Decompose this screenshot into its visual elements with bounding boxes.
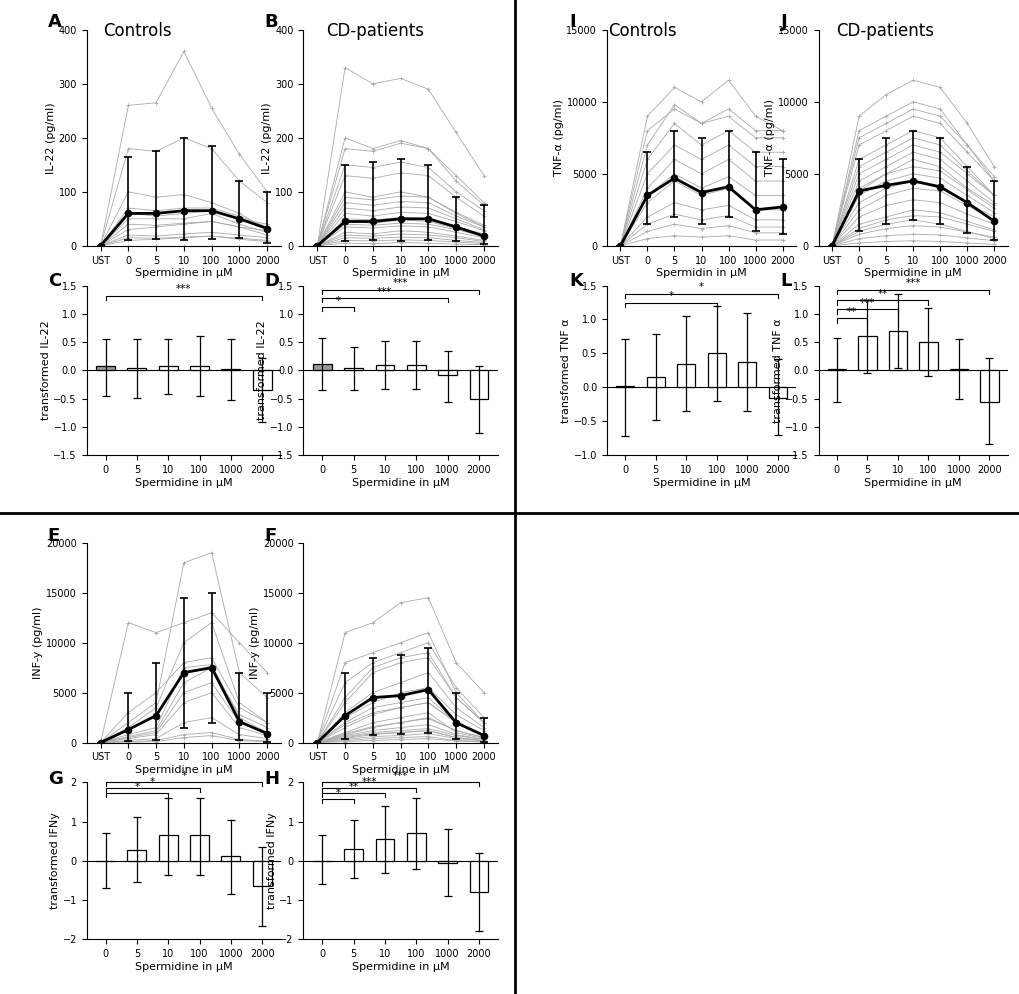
- Bar: [615, 386, 634, 388]
- Y-axis label: transformed IFNy: transformed IFNy: [50, 812, 60, 910]
- Y-axis label: transformed TNF α: transformed TNF α: [771, 318, 782, 422]
- Bar: [979, 371, 998, 402]
- Bar: [190, 366, 209, 371]
- X-axis label: Spermidine in μM: Spermidine in μM: [352, 268, 449, 278]
- Bar: [159, 367, 177, 371]
- Bar: [677, 364, 695, 388]
- X-axis label: Spermidine in μM: Spermidine in μM: [135, 962, 232, 972]
- Text: CD-patients: CD-patients: [836, 22, 933, 40]
- X-axis label: Spermidine in μM: Spermidine in μM: [135, 268, 232, 278]
- Bar: [253, 861, 271, 887]
- X-axis label: Spermidine in μM: Spermidine in μM: [135, 478, 232, 488]
- Y-axis label: INF-y (pg/ml): INF-y (pg/ml): [34, 606, 44, 679]
- Bar: [407, 833, 425, 861]
- Bar: [738, 362, 756, 388]
- Text: *: *: [335, 295, 340, 306]
- Text: *: *: [150, 776, 155, 786]
- Bar: [438, 861, 457, 863]
- Bar: [918, 342, 936, 371]
- Text: H: H: [264, 769, 279, 788]
- Text: K: K: [569, 272, 583, 290]
- Bar: [407, 365, 425, 371]
- X-axis label: Spermidine in μM: Spermidine in μM: [863, 268, 961, 278]
- Bar: [96, 366, 115, 371]
- Bar: [438, 371, 457, 375]
- Y-axis label: transformed IL-22: transformed IL-22: [257, 320, 267, 420]
- Text: ***: ***: [905, 278, 920, 288]
- Bar: [221, 856, 240, 861]
- Bar: [159, 835, 177, 861]
- X-axis label: Spermidin in μM: Spermidin in μM: [655, 268, 746, 278]
- Text: **: **: [348, 782, 359, 792]
- Text: ***: ***: [377, 286, 392, 296]
- Text: B: B: [264, 13, 278, 31]
- Text: ***: ***: [859, 298, 874, 308]
- Bar: [707, 354, 726, 388]
- Bar: [375, 365, 394, 371]
- Y-axis label: transformed TNF α: transformed TNF α: [560, 318, 571, 422]
- Bar: [127, 850, 146, 861]
- Bar: [375, 839, 394, 861]
- Text: I: I: [569, 13, 575, 31]
- Bar: [469, 861, 488, 893]
- Y-axis label: transformed IL-22: transformed IL-22: [41, 320, 51, 420]
- Bar: [253, 371, 271, 391]
- Bar: [190, 835, 209, 861]
- Text: G: G: [48, 769, 62, 788]
- Text: ***: ***: [392, 771, 408, 781]
- Bar: [646, 377, 664, 388]
- Bar: [469, 371, 488, 399]
- Text: C: C: [48, 272, 61, 290]
- Text: *: *: [698, 282, 703, 292]
- Text: Controls: Controls: [607, 22, 677, 40]
- X-axis label: Spermidine in μM: Spermidine in μM: [135, 765, 232, 775]
- X-axis label: Spermidine in μM: Spermidine in μM: [352, 478, 449, 488]
- Y-axis label: TNF-α (pg/ml): TNF-α (pg/ml): [553, 99, 564, 176]
- Text: D: D: [264, 272, 279, 290]
- Text: J: J: [780, 13, 787, 31]
- Text: A: A: [48, 13, 62, 31]
- Text: ***: ***: [176, 284, 192, 294]
- Bar: [888, 331, 906, 371]
- X-axis label: Spermidine in μM: Spermidine in μM: [652, 478, 750, 488]
- Text: *: *: [667, 291, 673, 301]
- Text: **: **: [876, 289, 887, 299]
- X-axis label: Spermidine in μM: Spermidine in μM: [352, 765, 449, 775]
- Text: F: F: [264, 527, 276, 545]
- Bar: [949, 370, 967, 371]
- Text: ***: ***: [392, 278, 408, 288]
- Y-axis label: INF-y (pg/ml): INF-y (pg/ml): [250, 606, 260, 679]
- Text: *: *: [181, 771, 186, 781]
- Bar: [221, 369, 240, 371]
- Text: ***: ***: [361, 776, 377, 786]
- Bar: [768, 388, 787, 398]
- Text: **: **: [846, 307, 856, 317]
- Bar: [343, 368, 363, 371]
- Bar: [127, 368, 146, 371]
- Bar: [826, 370, 845, 371]
- Bar: [343, 849, 363, 861]
- Y-axis label: IL-22 (pg/ml): IL-22 (pg/ml): [262, 102, 272, 174]
- Y-axis label: transformed IFNy: transformed IFNy: [266, 812, 276, 910]
- Y-axis label: TNF-α (pg/ml): TNF-α (pg/ml): [764, 99, 774, 176]
- Text: *: *: [135, 782, 140, 792]
- X-axis label: Spermidine in μM: Spermidine in μM: [863, 478, 961, 488]
- Text: *: *: [335, 787, 340, 797]
- Text: Controls: Controls: [103, 22, 172, 40]
- Y-axis label: IL-22 (pg/ml): IL-22 (pg/ml): [46, 102, 56, 174]
- Text: E: E: [48, 527, 60, 545]
- Text: L: L: [780, 272, 792, 290]
- Text: CD-patients: CD-patients: [326, 22, 424, 40]
- X-axis label: Spermidine in μM: Spermidine in μM: [352, 962, 449, 972]
- Bar: [313, 364, 331, 371]
- Bar: [857, 336, 875, 371]
